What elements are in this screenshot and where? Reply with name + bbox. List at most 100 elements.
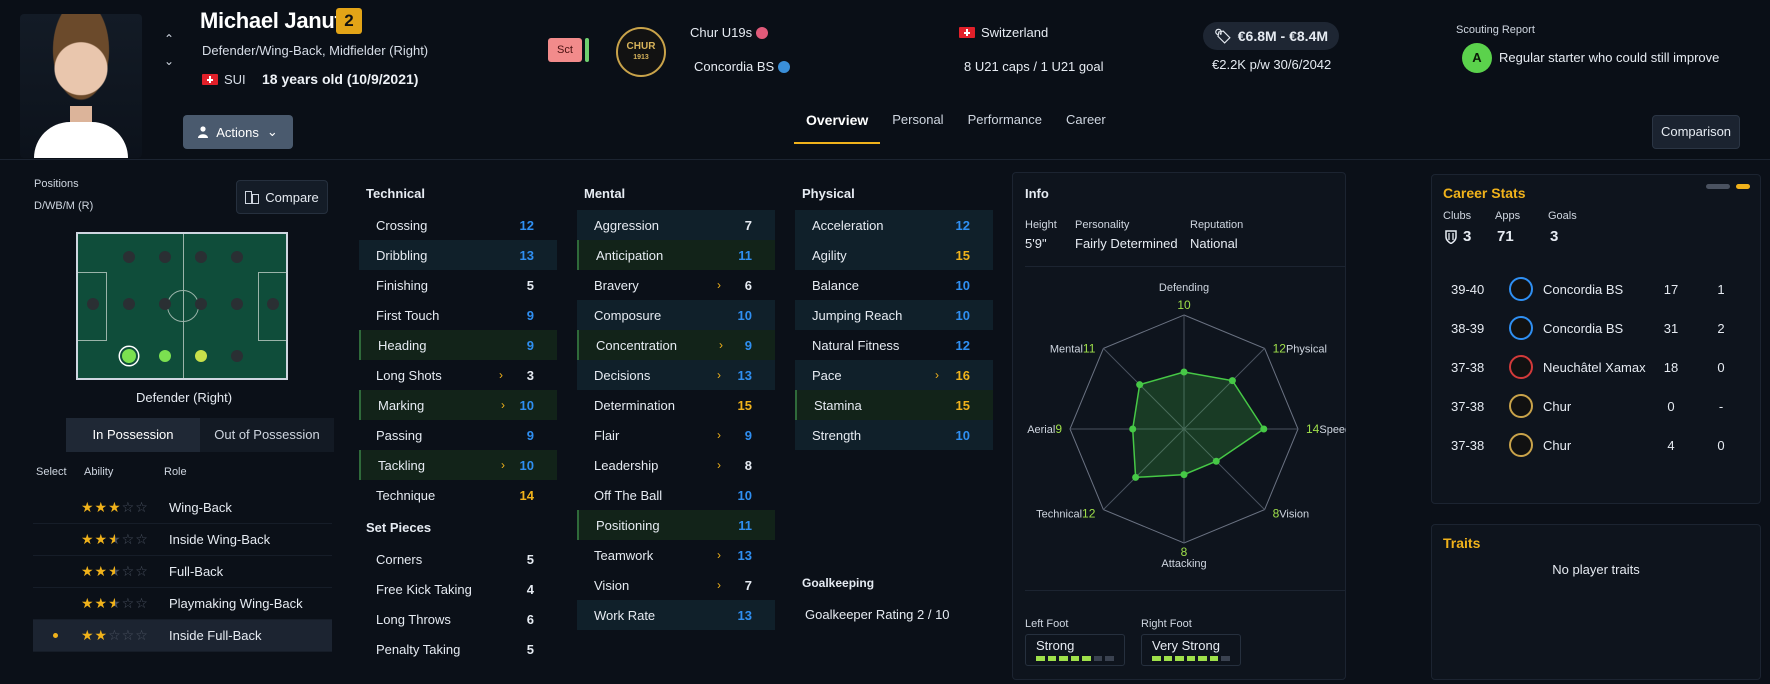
attribute-row[interactable]: Concentration › 9 xyxy=(577,330,775,360)
attribute-radar-chart: Defending 10 12Physical 14Speed 8Vision Attac… xyxy=(1027,282,1346,570)
attribute-row[interactable]: Pace › 16 xyxy=(795,360,993,390)
actions-button[interactable]: Actions ⌄ xyxy=(183,115,293,149)
attribute-row[interactable]: Vision › 7 xyxy=(577,570,775,600)
attribute-row[interactable]: Work Rate 13 xyxy=(577,600,775,630)
tab-overview[interactable]: Overview xyxy=(794,106,881,144)
attribute-name: Tackling xyxy=(378,457,425,473)
loan-club[interactable]: Concordia BS xyxy=(694,59,791,74)
left-foot-label: Left Foot xyxy=(1025,618,1069,630)
foot-meter-segment xyxy=(1082,656,1091,661)
attribute-row[interactable]: Natural Fitness 12 xyxy=(795,330,993,360)
role-name: Inside Wing-Back xyxy=(169,532,271,547)
page-indicator-active[interactable] xyxy=(1736,184,1750,189)
attribute-value: 3 xyxy=(526,367,534,383)
attribute-row[interactable]: Strength 10 xyxy=(795,420,993,450)
attribute-row[interactable]: Aggression 7 xyxy=(577,210,775,240)
attribute-row[interactable]: Anticipation 11 xyxy=(577,240,775,270)
attribute-name: First Touch xyxy=(376,307,440,323)
career-stats-title: Career Stats xyxy=(1443,185,1526,201)
career-row[interactable]: 37-38 Chur 0 - xyxy=(1431,387,1731,425)
career-club: Chur xyxy=(1543,398,1572,414)
attribute-row[interactable]: Balance 10 xyxy=(795,270,993,300)
chevron-right-icon: › xyxy=(717,548,721,562)
radar-series xyxy=(1131,371,1265,479)
attribute-row[interactable]: Agility 15 xyxy=(795,240,993,270)
attribute-name: Long Throws xyxy=(376,611,451,627)
radar-axis-value: 11 xyxy=(1083,341,1096,355)
attribute-name: Balance xyxy=(812,277,859,293)
attribute-row[interactable]: Acceleration 12 xyxy=(795,210,993,240)
attribute-row[interactable]: Marking › 10 xyxy=(359,390,557,420)
comparison-button[interactable]: Comparison xyxy=(1652,115,1740,149)
attribute-value: 10 xyxy=(737,307,752,323)
club-team[interactable]: Chur U19s xyxy=(690,25,769,40)
role-row[interactable]: ★★★☆☆ Playmaking Wing-Back xyxy=(33,588,332,620)
attribute-row[interactable]: Penalty Taking 5 xyxy=(359,634,557,664)
attribute-name: Leadership xyxy=(594,457,659,473)
clubs-value: 3 xyxy=(1463,228,1472,245)
role-name: Full-Back xyxy=(169,564,224,579)
attribute-row[interactable]: Free Kick Taking 4 xyxy=(359,574,557,604)
tab-personal[interactable]: Personal xyxy=(892,112,944,127)
right-foot-box: Very Strong xyxy=(1141,634,1241,666)
radar-axis-value: 12 xyxy=(1082,507,1096,521)
attribute-row[interactable]: Corners 5 xyxy=(359,544,557,574)
career-row[interactable]: 38-39 Concordia BS 31 2 xyxy=(1431,309,1731,347)
scout-tag[interactable]: Sct xyxy=(548,38,582,62)
attribute-row[interactable]: Determination 15 xyxy=(577,390,775,420)
attribute-value: 9 xyxy=(526,337,534,353)
attribute-row[interactable]: Passing 9 xyxy=(359,420,557,450)
attribute-row[interactable]: Long Shots › 3 xyxy=(359,360,557,390)
traits-title: Traits xyxy=(1443,535,1481,551)
role-row[interactable]: ★★★☆☆ Full-Back xyxy=(33,556,332,588)
attribute-row[interactable]: Decisions › 13 xyxy=(577,360,775,390)
pitch-position-selected[interactable] xyxy=(122,349,136,363)
attribute-row[interactable]: Stamina 15 xyxy=(795,390,993,420)
attribute-row[interactable]: Finishing 5 xyxy=(359,270,557,300)
attribute-row[interactable]: Technique 14 xyxy=(359,480,557,510)
attribute-row[interactable]: Dribbling 13 xyxy=(359,240,557,270)
page-indicator[interactable] xyxy=(1706,184,1730,189)
foot-meter-segment xyxy=(1209,656,1219,661)
clubs-count: 3 xyxy=(1445,228,1471,245)
attribute-row[interactable]: Crossing 12 xyxy=(359,210,557,240)
role-row[interactable]: ★★★☆☆ Inside Wing-Back xyxy=(33,524,332,556)
career-row[interactable]: 37-38 Chur 4 0 xyxy=(1431,426,1731,464)
attribute-row[interactable]: Heading 9 xyxy=(359,330,557,360)
role-row[interactable]: ★★☆☆☆ Inside Full-Back xyxy=(33,620,332,652)
attribute-row[interactable]: Jumping Reach 10 xyxy=(795,300,993,330)
attribute-value: 15 xyxy=(737,397,752,413)
career-row[interactable]: 39-40 Concordia BS 17 1 xyxy=(1431,270,1731,308)
player-age: 18 years old (10/9/2021) xyxy=(262,71,419,87)
attribute-name: Positioning xyxy=(596,517,660,533)
transfer-value[interactable]: 🏷 €6.8M - €8.4M xyxy=(1203,22,1339,50)
tab-career[interactable]: Career xyxy=(1066,112,1106,127)
attribute-row[interactable]: Long Throws 6 xyxy=(359,604,557,634)
attribute-name: Agility xyxy=(812,247,847,263)
attribute-name: Decisions xyxy=(594,367,651,383)
attribute-row[interactable]: Tackling › 10 xyxy=(359,450,557,480)
tab-in-possession[interactable]: In Possession xyxy=(66,418,200,452)
role-row[interactable]: ★★★☆☆ Wing-Back xyxy=(33,492,332,524)
select-header: Select xyxy=(36,466,67,478)
career-club: Neuchâtel Xamax xyxy=(1543,359,1646,375)
tab-out-of-possession[interactable]: Out of Possession xyxy=(214,427,320,442)
attribute-row[interactable]: First Touch 9 xyxy=(359,300,557,330)
attribute-row[interactable]: Bravery › 6 xyxy=(577,270,775,300)
career-row[interactable]: 37-38 Neuchâtel Xamax 18 0 xyxy=(1431,348,1731,386)
nation[interactable]: Switzerland xyxy=(959,25,1048,40)
attribute-row[interactable]: Composure 10 xyxy=(577,300,775,330)
attribute-row[interactable]: Teamwork › 13 xyxy=(577,540,775,570)
attribute-row[interactable]: Leadership › 8 xyxy=(577,450,775,480)
attribute-row[interactable]: Flair › 9 xyxy=(577,420,775,450)
attribute-value: 9 xyxy=(744,337,752,353)
attribute-row[interactable]: Off The Ball 10 xyxy=(577,480,775,510)
attribute-name: Jumping Reach xyxy=(812,307,903,323)
attribute-row[interactable]: Positioning 11 xyxy=(577,510,775,540)
chevron-down-icon[interactable]: ⌄ xyxy=(164,54,175,68)
chevron-right-icon: › xyxy=(935,368,939,382)
tab-performance[interactable]: Performance xyxy=(967,112,1042,127)
club-badge[interactable]: CHUR 1913 xyxy=(616,27,666,77)
chevron-up-icon[interactable]: ⌃ xyxy=(164,32,175,46)
compare-button[interactable]: Compare xyxy=(236,180,328,214)
